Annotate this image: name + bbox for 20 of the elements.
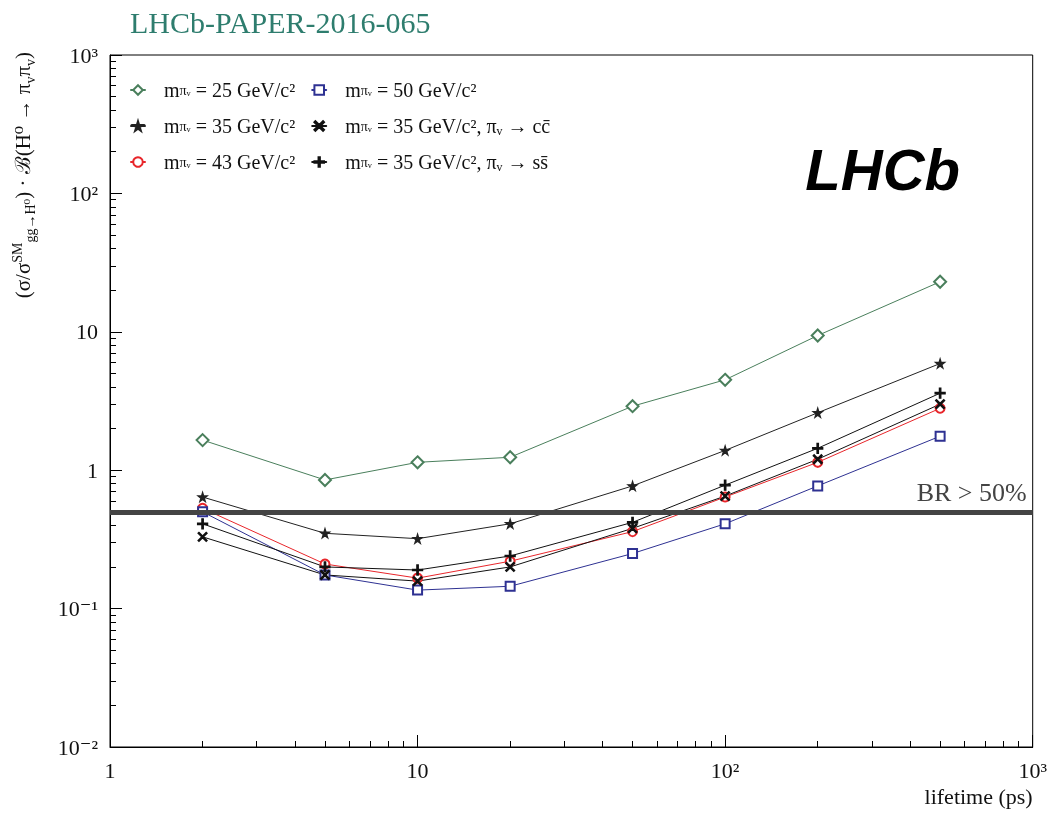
- y-tick-label: 10: [76, 319, 98, 345]
- legend-label: mπᵥ = 50 GeV/c²: [345, 79, 477, 101]
- y-tick-label: 10²: [69, 180, 99, 206]
- x-axis-title: lifetime (ps): [924, 783, 1033, 809]
- x-tick-label: 10³: [1018, 757, 1048, 783]
- annotation: LHCb: [805, 136, 961, 202]
- legend-label: mπᵥ = 35 GeV/c², πᵥ → cc̄: [345, 115, 551, 137]
- legend-label: mπᵥ = 35 GeV/c², πᵥ → ss̄: [345, 151, 549, 173]
- ref-line-label: BR > 50%: [916, 478, 1027, 508]
- y-tick-label: 1: [87, 457, 98, 483]
- y-tick-label: 10⁻²: [57, 734, 99, 760]
- chart-title: LHCb-PAPER-2016-065: [130, 5, 431, 39]
- y-tick-label: 10⁻¹: [57, 596, 98, 622]
- y-tick-label: 10³: [69, 42, 99, 68]
- x-tick-label: 10: [406, 757, 429, 783]
- x-tick-label: 1: [104, 757, 116, 783]
- x-tick-label: 10²: [710, 757, 740, 783]
- legend-label: mπᵥ = 25 GeV/c²: [164, 79, 296, 101]
- legend-label: mπᵥ = 35 GeV/c²: [164, 115, 296, 137]
- legend-label: mπᵥ = 43 GeV/c²: [164, 151, 296, 173]
